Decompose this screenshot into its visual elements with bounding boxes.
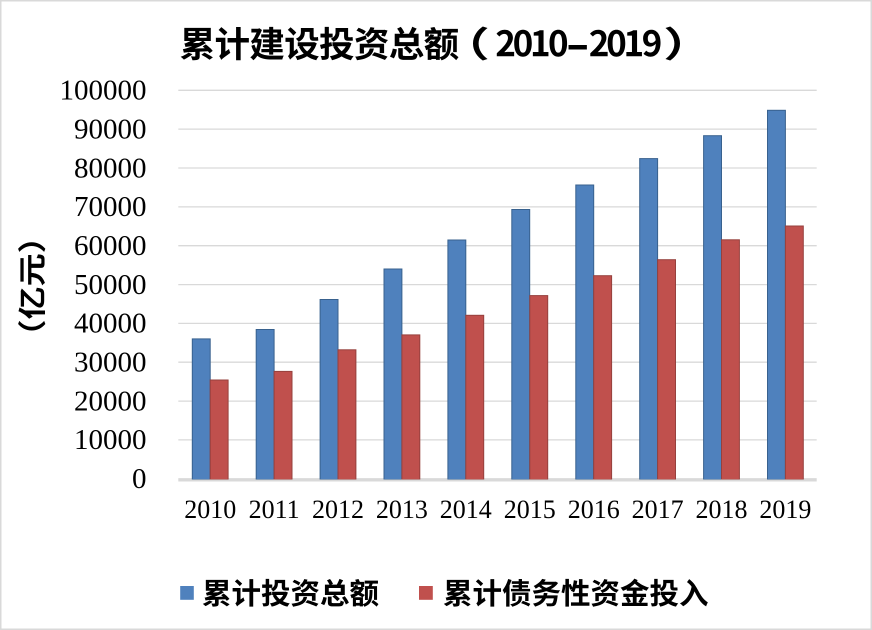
- svg-text:2010: 2010: [184, 495, 236, 524]
- svg-text:2015: 2015: [504, 495, 556, 524]
- svg-text:2016: 2016: [568, 495, 620, 524]
- svg-text:80000: 80000: [74, 152, 147, 184]
- svg-text:30000: 30000: [74, 347, 147, 379]
- svg-text:90000: 90000: [74, 113, 147, 145]
- svg-text:2018: 2018: [696, 495, 748, 524]
- svg-text:70000: 70000: [74, 191, 147, 223]
- svg-text:10000: 10000: [74, 424, 147, 456]
- svg-text:2012: 2012: [312, 495, 364, 524]
- svg-text:100000: 100000: [60, 75, 147, 107]
- svg-text:0: 0: [132, 463, 147, 495]
- svg-text:2019: 2019: [759, 495, 811, 524]
- svg-text:50000: 50000: [74, 269, 147, 301]
- svg-text:2017: 2017: [632, 495, 684, 524]
- svg-text:40000: 40000: [74, 308, 147, 340]
- svg-text:60000: 60000: [74, 230, 147, 262]
- svg-text:2014: 2014: [440, 495, 492, 524]
- svg-text:2013: 2013: [376, 495, 428, 524]
- svg-text:20000: 20000: [74, 385, 147, 417]
- svg-text:2011: 2011: [249, 495, 300, 524]
